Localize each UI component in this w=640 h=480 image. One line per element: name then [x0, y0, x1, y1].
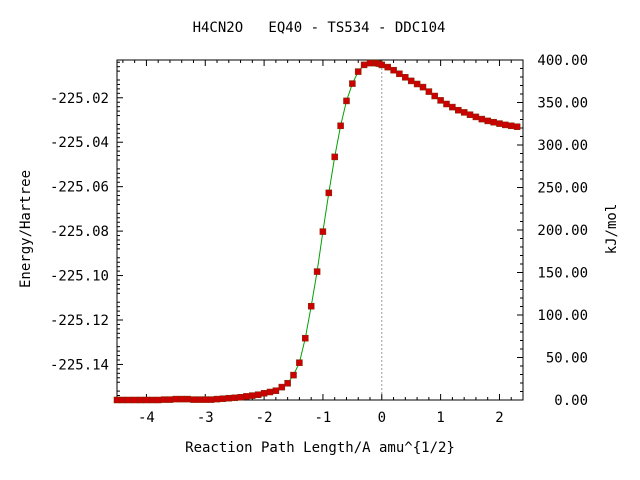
data-point-marker	[366, 59, 374, 67]
y-right-tick-label: 400.00	[537, 53, 588, 69]
data-point-marker	[260, 390, 268, 397]
x-tick-label: -2	[256, 410, 273, 426]
x-tick-label: 0	[378, 410, 386, 426]
data-point-marker	[149, 396, 156, 404]
y-left-tick-label: -225.10	[50, 269, 109, 285]
data-point-marker	[119, 396, 127, 404]
y-left-tick-label: -225.08	[50, 224, 109, 240]
data-point-marker	[478, 115, 486, 123]
y-right-tick-label: 250.00	[537, 181, 588, 197]
energy-curve-line	[117, 62, 518, 401]
data-point-marker	[343, 97, 350, 105]
data-point-marker	[407, 77, 415, 85]
x-tick-label: -3	[197, 410, 214, 426]
y-right-tick-label: 200.00	[537, 223, 588, 239]
data-point-marker	[354, 68, 362, 75]
data-point-marker	[449, 103, 456, 111]
data-point-marker	[272, 387, 280, 394]
data-point-marker	[166, 396, 174, 403]
data-point-marker	[160, 396, 168, 403]
y-right-tick-label: 150.00	[537, 266, 588, 282]
x-axis-label: Reaction Path Length/A amu^{1/2}	[185, 440, 455, 456]
data-point-marker	[196, 396, 203, 403]
data-point-marker	[178, 395, 185, 403]
x-tick-label: 2	[495, 410, 503, 426]
data-point-marker	[154, 396, 162, 404]
data-point-marker	[460, 109, 468, 116]
data-point-marker	[337, 122, 344, 130]
data-point-marker	[184, 395, 191, 403]
y-right-tick-label: 0.00	[554, 393, 588, 409]
data-point-marker	[378, 61, 386, 69]
data-point-marker	[202, 396, 209, 403]
data-point-marker	[496, 120, 503, 127]
data-point-marker	[349, 80, 356, 87]
data-point-marker	[466, 111, 474, 118]
data-point-marker	[219, 395, 227, 402]
data-point-marker	[313, 268, 321, 275]
data-point-marker	[307, 302, 315, 310]
data-point-marker	[190, 396, 197, 403]
y-right-tick-label: 300.00	[537, 138, 588, 154]
data-point-marker	[490, 118, 497, 126]
data-point-marker	[266, 388, 274, 396]
data-point-marker	[207, 396, 215, 403]
data-point-marker	[413, 80, 421, 88]
data-point-marker	[325, 189, 333, 197]
data-point-marker	[172, 395, 180, 403]
y-right-tick-label: 350.00	[537, 96, 588, 112]
data-point-marker	[484, 117, 491, 125]
data-point-marker	[131, 396, 138, 404]
y-right-tick-label: 50.00	[546, 351, 588, 367]
data-point-marker	[113, 396, 121, 404]
data-point-marker	[437, 97, 444, 104]
data-point-marker	[225, 394, 233, 402]
chart-title: H4CN2O EQ40 - TS534 - DDC104	[193, 20, 446, 36]
data-point-marker	[402, 74, 409, 81]
data-point-marker	[331, 153, 338, 161]
y-left-tick-label: -225.04	[50, 135, 109, 151]
data-point-marker	[472, 113, 480, 121]
data-point-marker	[513, 123, 521, 130]
data-point-marker	[502, 121, 509, 129]
data-point-marker	[431, 92, 438, 100]
data-point-marker	[284, 380, 291, 387]
data-point-marker	[213, 395, 221, 403]
data-point-marker	[302, 334, 309, 342]
x-tick-label: -1	[315, 410, 332, 426]
data-point-marker	[384, 63, 391, 71]
x-tick-label: -4	[138, 410, 155, 426]
y-left-tick-label: -225.02	[50, 91, 109, 107]
data-point-marker	[278, 383, 286, 391]
data-point-marker	[443, 100, 450, 108]
data-point-marker	[390, 66, 397, 74]
data-point-marker	[237, 394, 244, 401]
data-point-marker	[290, 371, 297, 379]
data-point-marker	[419, 83, 427, 91]
data-point-marker	[455, 106, 462, 114]
y-left-tick-label: -225.06	[50, 180, 109, 196]
data-point-marker	[254, 391, 262, 398]
data-point-marker	[507, 122, 515, 130]
data-point-marker	[319, 228, 327, 235]
data-point-marker	[425, 88, 433, 95]
data-point-marker	[243, 393, 250, 400]
y-left-tick-label: -225.12	[50, 313, 109, 329]
data-point-marker	[360, 61, 368, 69]
data-point-marker	[137, 396, 144, 404]
y-right-tick-label: 100.00	[537, 308, 588, 324]
data-point-marker	[249, 392, 256, 399]
x-tick-label: 1	[436, 410, 444, 426]
data-point-marker	[396, 70, 403, 78]
data-point-marker	[231, 394, 238, 402]
data-point-marker	[143, 396, 150, 404]
y-axis-label-right: kJ/mol	[604, 204, 620, 255]
data-point-marker	[125, 396, 133, 404]
data-point-marker	[296, 359, 303, 366]
y-axis-label-left: Energy/Hartree	[18, 170, 34, 288]
y-left-tick-label: -225.14	[50, 357, 109, 373]
